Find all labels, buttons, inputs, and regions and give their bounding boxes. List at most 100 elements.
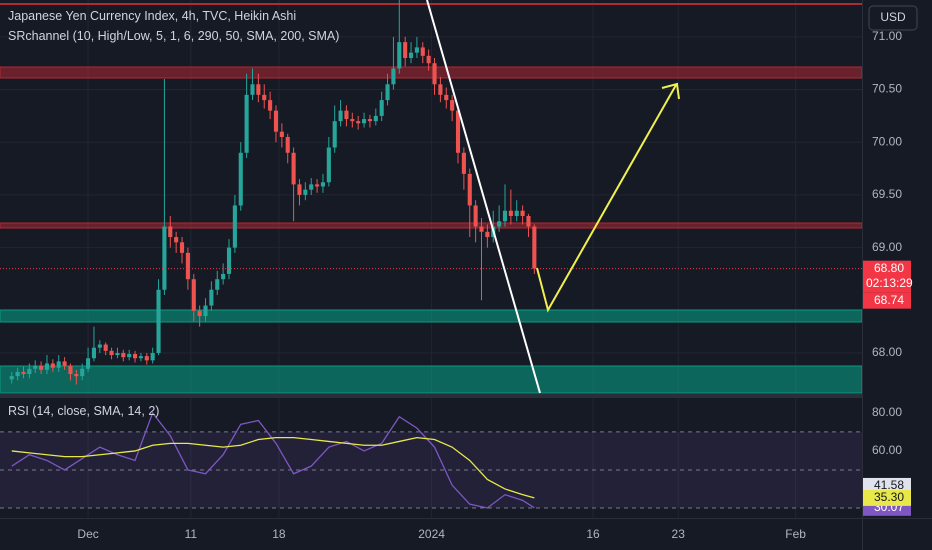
candle-body — [268, 100, 273, 111]
candle-body — [15, 371, 20, 377]
candle-body — [408, 52, 414, 58]
candle-body — [174, 237, 179, 243]
x-tick-label: 23 — [672, 527, 686, 541]
candle-body — [485, 231, 490, 238]
axis-separator — [0, 518, 932, 519]
candle-body — [285, 136, 290, 153]
axis-separator — [862, 0, 863, 550]
candle-body — [309, 184, 314, 190]
candle-body — [256, 84, 261, 95]
candle-body — [226, 247, 232, 274]
candle-body — [44, 363, 50, 370]
candle-body — [203, 305, 208, 317]
candle-body — [414, 47, 419, 53]
projection-path — [536, 84, 677, 313]
support-zone — [0, 309, 863, 323]
price-marker-box — [863, 292, 911, 309]
resistance-zone — [0, 222, 863, 229]
candle-body — [150, 352, 155, 361]
candle-body — [344, 110, 349, 120]
candle-body — [320, 182, 326, 187]
candle-body — [109, 350, 114, 356]
rsi-title: RSI (14, close, SMA, 14, 2) — [8, 404, 159, 418]
x-tick-label: 16 — [586, 527, 600, 541]
candle-body — [185, 252, 190, 280]
candle-body — [232, 205, 237, 248]
pane-separator — [0, 394, 862, 398]
rsi-line — [11, 411, 535, 509]
y-tick-label: 69.00 — [872, 240, 902, 254]
candle-body — [221, 273, 226, 280]
candle-body — [356, 121, 361, 124]
resistance-line — [0, 3, 862, 5]
chart-title: Japanese Yen Currency Index, 4h, TVC, He… — [8, 9, 296, 23]
price-marker-label: 68.74 — [874, 293, 904, 307]
candle-body — [80, 368, 85, 377]
candle-body — [303, 189, 308, 195]
candle-body — [127, 354, 132, 358]
support-zone — [0, 365, 863, 394]
candle-body — [315, 184, 320, 187]
candle-body — [21, 371, 26, 375]
candle-body — [379, 100, 384, 116]
candle-body — [291, 152, 296, 185]
candle-body — [238, 152, 243, 206]
candle-body — [103, 344, 108, 351]
rsi-marker-label: 41.58 — [874, 478, 904, 492]
candle-body — [373, 115, 378, 122]
candle-body — [9, 376, 14, 380]
last-price-label: 68.80 — [874, 261, 904, 275]
candle-body — [450, 100, 455, 111]
currency-button[interactable] — [868, 5, 918, 31]
candle-body — [444, 94, 449, 101]
candle-body — [39, 365, 44, 370]
candle-body — [526, 215, 531, 227]
last-price-box — [863, 260, 911, 293]
candle-body — [62, 361, 67, 366]
candle-body — [397, 42, 402, 69]
candle-body — [497, 221, 502, 227]
candle-body — [97, 344, 102, 348]
x-tick-label: Dec — [77, 527, 98, 541]
x-tick-label: 2024 — [418, 527, 445, 541]
candle-body — [86, 358, 91, 369]
y-tick-label: 60.00 — [872, 443, 902, 457]
rsi-value-box — [863, 489, 911, 506]
candle-body — [391, 68, 396, 85]
candle-body — [156, 289, 161, 353]
candle-body — [326, 147, 331, 183]
y-tick-label: 80.00 — [872, 405, 902, 419]
candle-body — [250, 84, 255, 95]
candle-body — [420, 47, 425, 56]
candle-body — [520, 210, 525, 216]
candle-body — [362, 119, 367, 124]
indicator-title: SRchannel (10, High/Low, 5, 1, 6, 290, 5… — [8, 29, 339, 43]
currency-label[interactable]: USD — [880, 10, 906, 24]
candle-body — [438, 84, 443, 95]
candle-body — [332, 121, 337, 148]
candle-body — [262, 94, 267, 101]
candle-body — [244, 94, 249, 153]
candle-body — [297, 184, 302, 195]
x-tick-label: 18 — [272, 527, 286, 541]
y-tick-label: 69.50 — [872, 187, 902, 201]
rsi-band — [0, 431, 862, 508]
candle-body — [132, 354, 138, 359]
candle-body — [191, 279, 196, 311]
candle-body — [532, 226, 537, 269]
candle-body — [385, 84, 390, 101]
candle-body — [479, 226, 484, 232]
arrow-head — [661, 82, 680, 100]
countdown-label: 02:13:29 — [866, 276, 913, 290]
candle-body — [33, 365, 38, 369]
y-tick-label: 71.00 — [872, 29, 902, 43]
candle-body — [367, 119, 372, 122]
candle-body — [121, 352, 126, 358]
candle-body — [138, 356, 143, 359]
y-tick-label: 70.50 — [872, 82, 902, 96]
candle-body — [74, 374, 79, 377]
y-tick-label: 68.00 — [872, 345, 902, 359]
candle-body — [350, 119, 355, 122]
candle-body — [514, 210, 519, 216]
